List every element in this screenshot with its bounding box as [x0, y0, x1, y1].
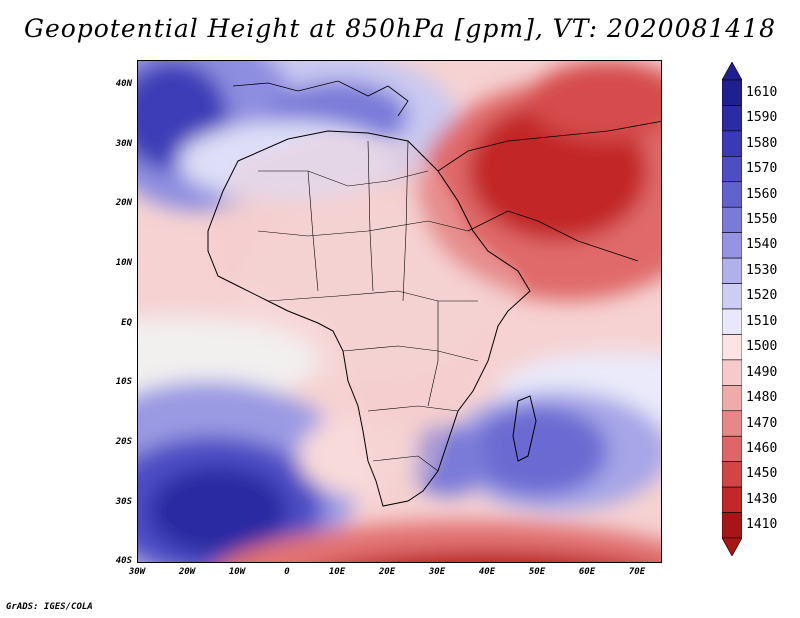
colorbar-label-1510: 1510	[746, 313, 778, 329]
grads-credit: GrADS: IGES/COLA	[6, 602, 93, 612]
arabia-coastline	[467, 210, 639, 262]
lat-label-eq: EQ	[121, 318, 132, 328]
lon-label-30e: 30E	[428, 567, 446, 577]
lon-label-60e: 60E	[578, 567, 596, 577]
colorbar-label-1490: 1490	[746, 364, 778, 380]
lat-label-40n: 40N	[115, 79, 132, 89]
lon-label-10w: 10W	[228, 567, 246, 577]
colorbar-label-1480: 1480	[746, 390, 778, 406]
colorbar-label-1500: 1500	[746, 339, 778, 355]
lon-label-50e: 50E	[528, 567, 546, 577]
colorbar-min-arrow	[722, 537, 742, 556]
lon-label-10e: 10E	[328, 567, 346, 577]
colorbar-swatch-1550	[722, 206, 742, 233]
lon-label-70e: 70E	[628, 567, 646, 577]
colorbar-swatch-1490	[722, 359, 742, 386]
lat-label-30s: 30S	[115, 497, 132, 507]
lat-label-10n: 10N	[115, 258, 132, 268]
colorbar-swatch-1510	[722, 308, 742, 335]
lon-label-20w: 20W	[178, 567, 196, 577]
colorbar-swatch-1530	[722, 257, 742, 284]
lon-label-0: 0	[284, 567, 290, 577]
colorbar	[722, 62, 742, 556]
lat-label-10s: 10S	[115, 377, 132, 387]
colorbar-swatch-1470	[722, 410, 742, 437]
colorbar-label-1410: 1410	[746, 517, 778, 533]
lon-label-20e: 20E	[378, 567, 396, 577]
colorbar-label-1610: 1610	[746, 84, 778, 100]
colorbar-swatch-1460	[722, 435, 742, 462]
colorbar-swatch-1480	[722, 385, 742, 412]
colorbar-swatch-1520	[722, 283, 742, 310]
colorbar-label-1560: 1560	[746, 186, 778, 202]
country-borders	[257, 140, 479, 472]
colorbar-label-1520: 1520	[746, 288, 778, 304]
lat-label-20n: 20N	[115, 198, 132, 208]
mediterranean-coastline	[232, 80, 409, 117]
colorbar-swatch-1580	[722, 130, 742, 157]
lon-label-40e: 40E	[478, 567, 496, 577]
colorbar-label-1430: 1430	[746, 491, 778, 507]
colorbar-swatch-1430	[722, 486, 742, 513]
colorbar-label-1550: 1550	[746, 211, 778, 227]
colorbar-label-1470: 1470	[746, 415, 778, 431]
lon-label-30w: 30W	[128, 567, 146, 577]
lat-label-30n: 30N	[115, 139, 132, 149]
lat-label-20s: 20S	[115, 437, 132, 447]
colorbar-swatch-1570	[722, 156, 742, 183]
middle-east-coastline	[437, 120, 661, 172]
madagascar-coastline	[512, 395, 537, 462]
colorbar-label-1570: 1570	[746, 161, 778, 177]
colorbar-swatch-1610	[722, 79, 742, 106]
colorbar-swatch-1560	[722, 181, 742, 208]
colorbar-swatch-1410	[722, 512, 742, 539]
colorbar-swatch-1590	[722, 105, 742, 132]
colorbar-label-1460: 1460	[746, 440, 778, 456]
map-panel	[137, 60, 662, 563]
geopotential-field	[138, 61, 661, 562]
chart-title: Geopotential Height at 850hPa [gpm], VT:…	[23, 14, 777, 43]
colorbar-label-1580: 1580	[746, 135, 778, 151]
colorbar-swatch-1500	[722, 334, 742, 361]
colorbar-max-arrow	[722, 62, 742, 81]
colorbar-label-1530: 1530	[746, 262, 778, 278]
colorbar-label-1540: 1540	[746, 237, 778, 253]
lat-label-40s: 40S	[115, 556, 132, 566]
colorbar-label-1590: 1590	[746, 110, 778, 126]
colorbar-swatch-1540	[722, 232, 742, 259]
colorbar-label-1450: 1450	[746, 466, 778, 482]
colorbar-swatch-1450	[722, 461, 742, 488]
